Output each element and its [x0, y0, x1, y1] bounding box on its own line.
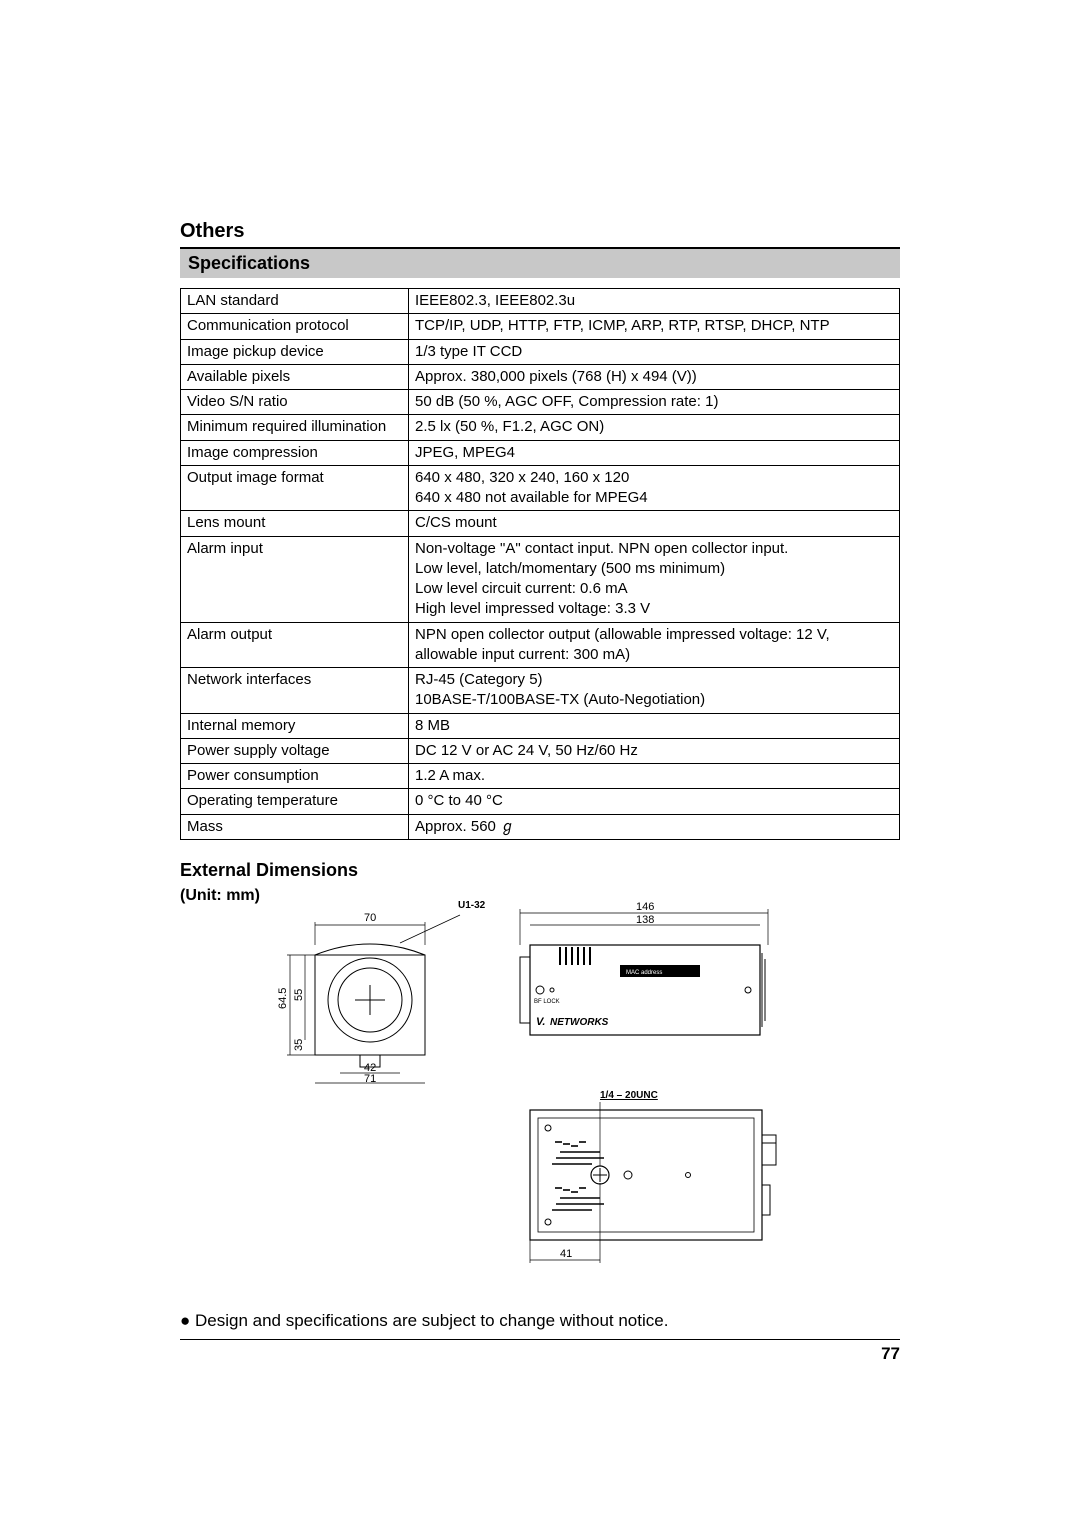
thread-label: 1/4 – 20UNC: [600, 1090, 658, 1101]
bottom-view-diagram: 1/4 – 20UNC 41: [500, 1080, 810, 1280]
spec-label: Lens mount: [181, 511, 409, 536]
spec-label: Internal memory: [181, 713, 409, 738]
spec-value: Approx. 560 ℊ: [409, 814, 900, 839]
table-row: Power consumption1.2 A max.: [181, 764, 900, 789]
spec-label: Mass: [181, 814, 409, 839]
spec-label: Alarm output: [181, 622, 409, 668]
dim-71: 71: [364, 1073, 376, 1085]
spec-value: 50 dB (50 %, AGC OFF, Compression rate: …: [409, 390, 900, 415]
table-row: Alarm outputNPN open collector output (a…: [181, 622, 900, 668]
table-row: LAN standardIEEE802.3, IEEE802.3u: [181, 289, 900, 314]
side-view-diagram: MAC address BF LOCK V. NETWORKS 146 138: [500, 895, 800, 1065]
table-row: Minimum required illumination2.5 lx (50 …: [181, 415, 900, 440]
dim-64-5: 64.5: [277, 987, 289, 1008]
spec-value: IEEE802.3, IEEE802.3u: [409, 289, 900, 314]
spec-label: Power consumption: [181, 764, 409, 789]
table-row: Video S/N ratio50 dB (50 %, AGC OFF, Com…: [181, 390, 900, 415]
table-row: Image pickup device1/3 type IT CCD: [181, 339, 900, 364]
table-row: Power supply voltageDC 12 V or AC 24 V, …: [181, 738, 900, 763]
specifications-table: LAN standardIEEE802.3, IEEE802.3uCommuni…: [180, 288, 900, 840]
section-dimensions-title: External Dimensions: [180, 860, 900, 881]
spec-label: LAN standard: [181, 289, 409, 314]
spec-label: Communication protocol: [181, 314, 409, 339]
dim-35: 35: [293, 1039, 305, 1051]
spec-label: Image pickup device: [181, 339, 409, 364]
spec-label: Minimum required illumination: [181, 415, 409, 440]
logo-prefix: V.: [536, 1016, 545, 1028]
spec-label: Alarm input: [181, 536, 409, 622]
spec-label: Image compression: [181, 440, 409, 465]
table-row: Operating temperature0 °C to 40 °C: [181, 789, 900, 814]
spec-value: 1.2 A max.: [409, 764, 900, 789]
dim-146: 146: [636, 901, 654, 913]
page-footer: 77: [180, 1339, 900, 1364]
spec-label: Network interfaces: [181, 668, 409, 714]
chapter-title: Others: [180, 220, 900, 243]
spec-value: DC 12 V or AC 24 V, 50 Hz/60 Hz: [409, 738, 900, 763]
spec-value: 2.5 lx (50 %, F1.2, AGC ON): [409, 415, 900, 440]
table-row: MassApprox. 560 ℊ: [181, 814, 900, 839]
dim-138: 138: [636, 914, 654, 926]
table-row: Network interfacesRJ-45 (Category 5)10BA…: [181, 668, 900, 714]
spec-value: TCP/IP, UDP, HTTP, FTP, ICMP, ARP, RTP, …: [409, 314, 900, 339]
spec-label: Output image format: [181, 465, 409, 511]
table-row: Alarm inputNon-voltage "A" contact input…: [181, 536, 900, 622]
spec-label: Power supply voltage: [181, 738, 409, 763]
table-row: Lens mountC/CS mount: [181, 511, 900, 536]
dim-41: 41: [560, 1248, 572, 1260]
change-notice: ● Design and specifications are subject …: [180, 1311, 900, 1331]
spec-value: Non-voltage "A" contact input. NPN open …: [409, 536, 900, 622]
table-row: Image compressionJPEG, MPEG4: [181, 440, 900, 465]
page-number: 77: [881, 1344, 900, 1363]
spec-value: RJ-45 (Category 5)10BASE-T/100BASE-TX (A…: [409, 668, 900, 714]
spec-label: Video S/N ratio: [181, 390, 409, 415]
mac-address-label: MAC address: [626, 970, 662, 976]
bf-lock-label: BF LOCK: [534, 999, 560, 1005]
spec-label: Operating temperature: [181, 789, 409, 814]
section-specifications-title: Specifications: [180, 247, 900, 278]
spec-value: NPN open collector output (allowable imp…: [409, 622, 900, 668]
u1-32-label: U1-32: [458, 900, 485, 911]
spec-value: 640 x 480, 320 x 240, 160 x 120640 x 480…: [409, 465, 900, 511]
spec-value: 8 MB: [409, 713, 900, 738]
spec-label: Available pixels: [181, 364, 409, 389]
table-row: Internal memory8 MB: [181, 713, 900, 738]
table-row: Available pixelsApprox. 380,000 pixels (…: [181, 364, 900, 389]
networks-label: NETWORKS: [550, 1017, 609, 1028]
table-row: Communication protocolTCP/IP, UDP, HTTP,…: [181, 314, 900, 339]
dimension-diagrams: 70 64.5 55 35 42 71 U1-32: [180, 885, 900, 1305]
spec-value: C/CS mount: [409, 511, 900, 536]
spec-value: 1/3 type IT CCD: [409, 339, 900, 364]
spec-value: JPEG, MPEG4: [409, 440, 900, 465]
dim-70: 70: [364, 912, 376, 924]
spec-value: 0 °C to 40 °C: [409, 789, 900, 814]
table-row: Output image format640 x 480, 320 x 240,…: [181, 465, 900, 511]
spec-value: Approx. 380,000 pixels (768 (H) x 494 (V…: [409, 364, 900, 389]
dim-55: 55: [293, 989, 305, 1001]
front-view-diagram: 70 64.5 55 35 42 71: [260, 905, 480, 1085]
